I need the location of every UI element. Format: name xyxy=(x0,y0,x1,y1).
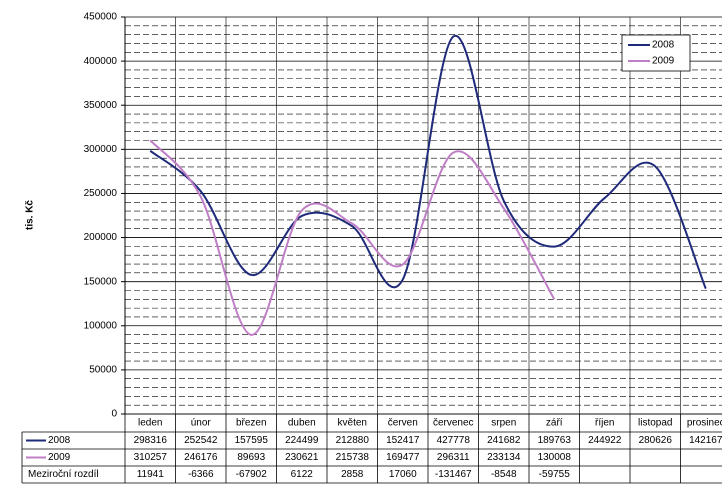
table-row-header: 2009 xyxy=(48,452,71,463)
table-row-header: 2008 xyxy=(48,435,71,446)
table-cell: -6366 xyxy=(188,469,214,480)
table-cell: 215738 xyxy=(336,452,370,463)
x-tick-label: duben xyxy=(288,418,316,429)
y-axis-title: tis. Kč xyxy=(25,200,36,230)
table-cell: 157595 xyxy=(235,435,269,446)
table-row-header: Meziroční rozdíl xyxy=(28,469,99,480)
table-cell: 298316 xyxy=(134,435,168,446)
table-cell: 169477 xyxy=(386,452,420,463)
table-cell: 212880 xyxy=(336,435,370,446)
table-cell: 230621 xyxy=(285,452,319,463)
y-tick-label: 0 xyxy=(111,409,117,420)
x-tick-label: květen xyxy=(338,418,367,429)
series-line xyxy=(149,139,556,336)
x-tick-label: červen xyxy=(388,418,418,429)
table-cell: 189763 xyxy=(538,435,572,446)
x-tick-label: červenec xyxy=(433,418,474,429)
y-tick-label: 150000 xyxy=(84,276,118,287)
table-cell: 252542 xyxy=(184,435,218,446)
x-tick-label: únor xyxy=(191,418,212,429)
table-cell: 11941 xyxy=(137,469,165,480)
x-tick-label: říjen xyxy=(595,418,614,429)
table-cell: 241682 xyxy=(487,435,521,446)
x-tick-label: leden xyxy=(138,418,162,429)
table-cell: -67902 xyxy=(236,469,268,480)
y-tick-label: 450000 xyxy=(84,12,118,23)
table-cell: 2858 xyxy=(341,469,364,480)
legend-box xyxy=(621,34,691,72)
y-tick-label: 50000 xyxy=(89,365,117,376)
y-tick-label: 300000 xyxy=(84,144,118,155)
legend-label: 2008 xyxy=(652,40,675,51)
table-cell: -59755 xyxy=(539,469,571,480)
x-tick-label: září xyxy=(546,418,563,429)
table-cell: -131467 xyxy=(435,469,472,480)
table-cell: 130008 xyxy=(538,452,572,463)
y-tick-label: 200000 xyxy=(84,232,118,243)
y-tick-label: 100000 xyxy=(84,320,118,331)
series-line xyxy=(149,34,707,289)
table-cell: 246176 xyxy=(184,452,218,463)
y-tick-label: 250000 xyxy=(84,188,118,199)
table-cell: 244922 xyxy=(588,435,622,446)
legend-label: 2009 xyxy=(652,56,675,67)
table-cell: 17060 xyxy=(389,469,417,480)
x-tick-label: listopad xyxy=(638,418,672,429)
table-cell: 152417 xyxy=(386,435,420,446)
x-tick-label: prosinec xyxy=(687,418,722,429)
table-cell: 310257 xyxy=(134,452,168,463)
table-cell: 89693 xyxy=(237,452,265,463)
table-cell: 233134 xyxy=(487,452,521,463)
table-cell: 142167 xyxy=(689,435,722,446)
table-cell: 224499 xyxy=(285,435,319,446)
y-tick-label: 400000 xyxy=(84,56,118,67)
table-cell: 427778 xyxy=(437,435,471,446)
table-cell: -8548 xyxy=(491,469,517,480)
y-tick-label: 350000 xyxy=(84,100,118,111)
x-tick-label: srpen xyxy=(491,418,516,429)
table-cell: 280626 xyxy=(639,435,673,446)
x-tick-label: březen xyxy=(236,418,267,429)
table-cell: 6122 xyxy=(291,469,314,480)
table-cell: 296311 xyxy=(437,452,470,463)
